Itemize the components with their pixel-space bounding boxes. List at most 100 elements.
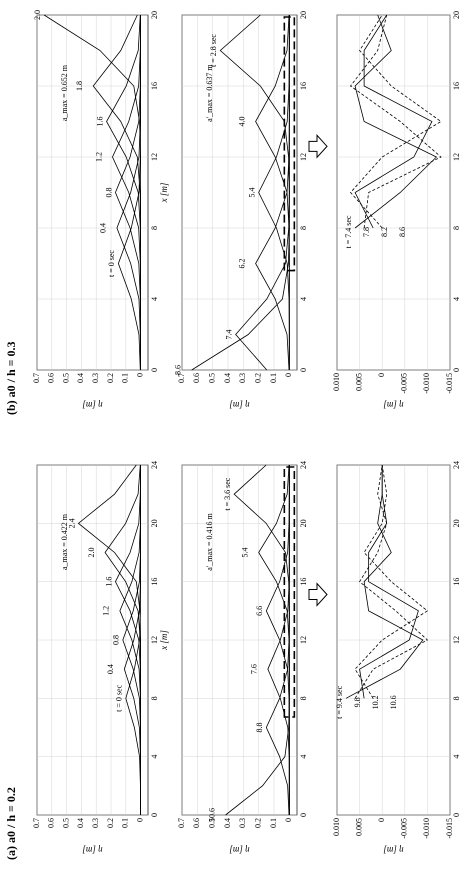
legend-label: t = 3.6 sec [223,477,232,510]
y-tick-label: 0.4 [223,373,232,383]
x-tick-label: 20 [299,519,308,527]
wave-line [225,465,290,816]
legend-label: 8.8 [255,723,264,733]
y-tick-label: 0 [135,373,144,377]
x-tick-label: 8 [299,226,308,230]
x-tick-label: 16 [299,82,308,90]
legend-label: 2.0 [33,10,42,20]
x-tick-label: 16 [150,578,159,586]
wave-line [349,14,442,229]
legend-label: 0.8 [112,635,121,645]
x-tick-label: 16 [299,578,308,586]
x-tick-label: 24 [452,461,461,469]
wave-line [43,14,141,370]
x-tick-label: 12 [299,153,308,161]
x-tick-label: 8 [299,696,308,700]
legend-label: 1.8 [75,81,84,91]
y-axis-label: η [m] [383,845,404,855]
legend-label: 1.2 [102,606,111,616]
y-tick-label: 0.6 [47,373,56,383]
y-axis-label: η [m] [383,400,404,410]
x-tick-label: 0 [299,813,308,817]
zoom-arrow [308,134,328,159]
y-tick-label: -0.015 [445,373,454,394]
x-tick-label: 4 [452,297,461,301]
y-tick-label: 0.3 [91,373,100,383]
legend-label: 0.4 [106,664,115,674]
x-tick-label: 0 [150,813,159,817]
x-tick-label: 12 [299,636,308,644]
plot-frame [181,14,298,371]
y-tick-label: 0.3 [91,818,100,828]
zoom-arrow [308,582,328,607]
y-tick-label: 0.4 [76,373,85,383]
legend-label: 1.2 [94,152,103,162]
x-tick-label: 12 [452,636,461,644]
y-tick-label: 0.7 [32,373,41,383]
x-tick-label: 16 [452,578,461,586]
y-tick-label: -0.005 [400,373,409,394]
y-tick-label: 0.5 [61,818,70,828]
y-tick-label: 0.2 [106,818,115,828]
y-tick-label: 0.4 [223,818,232,828]
rotated-figure: 0 4 8 12 16 20 24 0 0.1 0.2 0.3 0.4 0.5 0.6 0.7 η [m] x … [4,10,461,860]
annotation: a'_max = 0.416 m [205,512,214,570]
legend-label: 5.4 [240,548,249,558]
panel-title: (a) a0 / h = 0.2 [4,787,18,860]
legend-label: t = 7.4 sec [344,215,353,248]
wave-line [354,464,429,699]
legend-label: 7.4 [224,330,233,340]
wave-line [350,14,442,229]
y-axis-label: η [m] [229,400,250,410]
x-tick-label: 0 [452,368,461,372]
x-axis-label: x [m] [159,182,169,203]
y-tick-label: 0.5 [207,818,216,828]
y-tick-label: 0.1 [121,818,130,828]
wave-line [354,14,438,229]
x-tick-label: 24 [150,461,159,469]
legend-label: 5.4 [247,188,256,198]
x-tick-label: 20 [150,519,159,527]
wave-line [115,15,141,370]
y-tick-label: 0.5 [61,373,70,383]
y-tick-label: 0.3 [238,373,247,383]
x-tick-label: 0 [452,813,461,817]
legend-label: 0.4 [99,223,108,233]
wave-line [359,465,419,699]
wave-line [77,464,141,815]
zoom-box [283,466,296,718]
legend-label: 8.6 [398,227,407,237]
legend-label: 10.6 [207,808,216,822]
annotation: a_max = 0.652 m [60,64,69,121]
y-tick-label: -0.015 [445,818,454,839]
y-tick-label: 0 [284,818,293,822]
x-tick-label: 12 [452,153,461,161]
legend-label: t = 0 sec [115,684,124,711]
y-tick-label: 0.2 [253,373,262,383]
panel-title: (b) a0 / h = 0.3 [4,341,18,415]
legend-label: 8.6 [173,365,182,375]
wave-line [191,15,290,371]
legend-label: t = 0 sec [107,250,116,277]
legend-label: 2.4 [67,518,76,528]
y-tick-label: 0.6 [47,818,56,828]
x-tick-label: 8 [452,226,461,230]
legend-label: t = 2.8 sec [209,34,218,67]
wave-line [354,464,429,699]
annotation: a'_max = 0.637 m [205,64,214,122]
legend-label: t = 9.4 sec [335,685,344,718]
legend-label: 8.2 [380,227,389,237]
x-tick-label: 0 [150,368,159,372]
y-tick-label: 0 [284,373,293,377]
legend-label: 2.0 [87,548,96,558]
x-tick-label: 4 [150,297,159,301]
y-tick-label: 0.3 [238,818,247,828]
x-tick-label: 16 [150,82,159,90]
legend-label: 1.6 [95,117,104,127]
legend-label: 1.6 [104,577,113,587]
y-tick-label: 0 [135,818,144,822]
x-tick-label: 20 [452,11,461,19]
legend-label: 4.0 [237,117,246,127]
y-axis-label: η [m] [229,845,250,855]
